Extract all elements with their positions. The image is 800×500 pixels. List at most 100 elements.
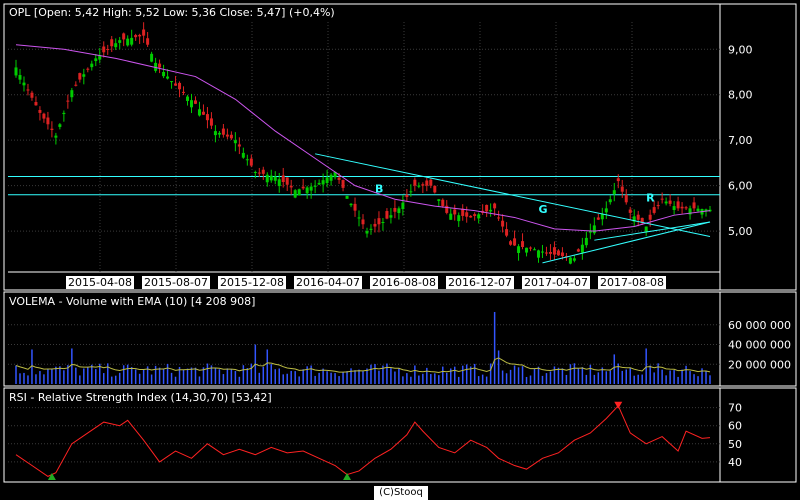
candle-body (477, 214, 481, 219)
candle-body (34, 102, 38, 106)
candle-body (688, 208, 692, 215)
volume-y-tick: 40 000 000 (728, 339, 791, 352)
candle-body (170, 81, 174, 83)
candle-body (425, 180, 429, 186)
candle-body (604, 208, 608, 213)
candle-body (533, 249, 537, 251)
candle-body (485, 204, 489, 212)
candle-body (62, 112, 66, 115)
candle-body (517, 246, 521, 253)
candle-body (501, 220, 505, 227)
candle-body (241, 152, 245, 158)
candle-body (708, 209, 712, 212)
candle-body (209, 118, 213, 126)
candle-body (186, 96, 190, 101)
candle-body (572, 258, 576, 261)
x-tick-label: 2015-04-08 (68, 276, 132, 289)
price-y-tick: 5,00 (728, 225, 753, 238)
candle-body (138, 34, 142, 37)
candle-body (333, 172, 337, 178)
x-tick-box (446, 276, 514, 289)
price-y-tick: 8,00 (728, 89, 753, 102)
candle-body (325, 177, 329, 183)
candle-body (389, 215, 393, 218)
candle-body (704, 209, 708, 212)
candle-body (14, 67, 18, 76)
candle-body (94, 58, 98, 62)
candle-body (676, 201, 680, 209)
candle-body (385, 211, 389, 219)
candle-body (297, 189, 301, 196)
price-y-tick: 9,00 (728, 43, 753, 56)
candle-body (213, 131, 217, 136)
candle-body (257, 172, 261, 174)
candle-body (457, 215, 461, 222)
candle-body (393, 207, 397, 212)
candle-body (505, 229, 509, 236)
candle-body (684, 207, 688, 209)
candle-body (178, 82, 182, 90)
candle-body (46, 117, 50, 125)
candle-body (560, 252, 564, 257)
candle-body (329, 174, 333, 181)
candle-body (90, 63, 94, 68)
candle-body (580, 244, 584, 253)
candle-body (461, 208, 465, 216)
candle-body (233, 140, 237, 144)
candle-body (134, 35, 138, 38)
candle-body (245, 159, 249, 161)
candle-body (429, 179, 433, 186)
candle-body (345, 195, 349, 199)
candle-body (265, 174, 269, 183)
candle-body (321, 180, 325, 185)
candle-body (237, 144, 241, 147)
candle-body (696, 208, 700, 212)
trend-line (542, 221, 711, 264)
trend-line (594, 221, 711, 241)
candle-body (660, 198, 664, 200)
rsi-panel: RSI - Relative Strength Index (14,30,70)… (3, 387, 797, 483)
x-tick-label: 2016-12-07 (448, 276, 512, 289)
candle-body (253, 172, 257, 173)
candle-body (106, 49, 110, 51)
candle-body (680, 206, 684, 209)
candle-body (42, 113, 46, 119)
x-tick-label: 2016-08-08 (372, 276, 436, 289)
candle-body (293, 190, 297, 198)
x-tick-label: 2017-08-08 (600, 276, 664, 289)
candle-body (525, 247, 529, 253)
candle-body (381, 222, 385, 223)
candle-body (421, 184, 425, 186)
candle-body (285, 177, 289, 185)
trend-line (315, 153, 711, 238)
candle-body (18, 75, 22, 80)
volume-header: VOLEMA - Volume with EMA (10) [4 208 908… (9, 295, 255, 308)
rsi-y-tick: 60 (728, 420, 742, 433)
candle-body (369, 228, 373, 230)
candle-body (540, 251, 544, 253)
candle-body (66, 100, 70, 102)
x-tick-box (218, 276, 286, 289)
rsi-panel-border (3, 387, 797, 483)
candle-body (205, 114, 209, 121)
volume-panel-border (3, 291, 797, 387)
candle-body (648, 214, 652, 220)
candle-body (584, 237, 588, 246)
candle-body (317, 182, 321, 185)
candle-body (465, 212, 469, 217)
candle-body (301, 186, 305, 189)
candle-body (536, 250, 540, 258)
candle-body (433, 185, 437, 193)
candle-body (361, 219, 365, 225)
candle-body (289, 185, 293, 188)
credit-label: (C)Stooq (374, 486, 428, 500)
candle-body (154, 62, 158, 71)
price-panel-border (3, 3, 797, 291)
x-tick-box (294, 276, 362, 289)
candle-body (225, 134, 229, 137)
candle-body (652, 207, 656, 213)
candle-body (556, 250, 560, 256)
x-tick-label: 2015-08-07 (144, 276, 208, 289)
candle-body (357, 217, 361, 219)
